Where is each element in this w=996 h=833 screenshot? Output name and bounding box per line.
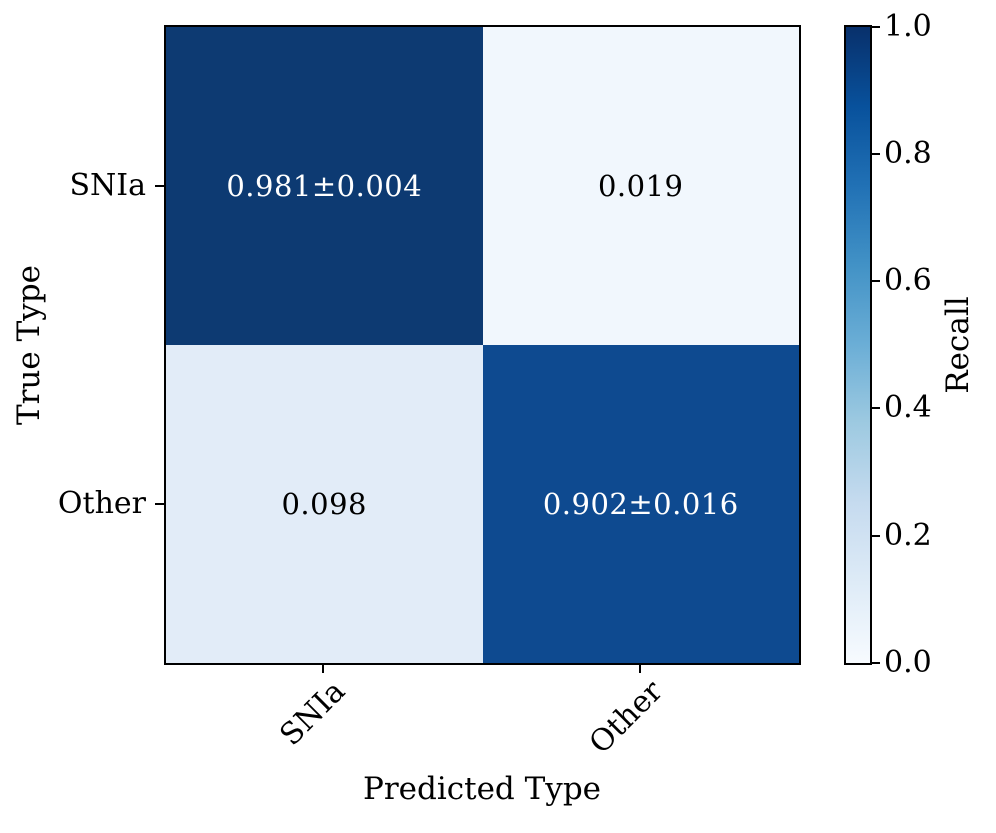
y-tick-label-other: Other: [57, 486, 146, 521]
colorbar-tick-label-0.8: 0.8: [884, 136, 932, 171]
colorbar-gradient: [846, 27, 870, 663]
y-tick-snia: [155, 185, 164, 187]
colorbar: [844, 25, 872, 665]
x-tick-snia: [322, 665, 324, 673]
colorbar-tick-0.8: [872, 153, 880, 155]
heatmap-cell-true-other-pred-snia: 0.098: [166, 345, 483, 663]
colorbar-tick-label-1.0: 1.0: [884, 9, 932, 44]
x-axis-label: Predicted Type: [362, 771, 602, 807]
colorbar-tick-0.2: [872, 535, 880, 537]
y-tick-label-snia: SNIa: [69, 168, 146, 203]
colorbar-tick-label-0.2: 0.2: [884, 518, 932, 553]
colorbar-tick-label-0.6: 0.6: [884, 263, 932, 298]
colorbar-axis-label: Recall: [940, 296, 976, 394]
cell-value-label: 0.981±0.004: [226, 169, 423, 203]
colorbar-tick-label-0.4: 0.4: [884, 390, 932, 425]
cell-value-label: 0.019: [597, 169, 684, 203]
cell-value-label: 0.098: [281, 487, 368, 521]
heatmap-cell-true-other-pred-other: 0.902±0.016: [482, 345, 799, 663]
colorbar-tick-0.4: [872, 407, 880, 409]
colorbar-tick-label-0.0: 0.0: [884, 645, 932, 680]
y-axis-label: True Type: [11, 264, 47, 426]
x-tick-other: [639, 665, 641, 673]
colorbar-tick-0.6: [872, 280, 880, 282]
colorbar-tick-0.0: [872, 662, 880, 664]
heatmap-cell-true-snia-pred-snia: 0.981±0.004: [166, 27, 483, 345]
colorbar-tick-1.0: [872, 26, 880, 28]
y-tick-other: [155, 503, 164, 505]
x-tick-label-other: Other: [582, 673, 670, 761]
x-tick-label-snia: SNIa: [273, 673, 353, 753]
heatmap-cell-true-snia-pred-other: 0.019: [482, 27, 799, 345]
cell-value-label: 0.902±0.016: [542, 487, 739, 521]
heatmap-axes: 0.981±0.004 0.019 0.098 0.902±0.016: [164, 25, 801, 665]
